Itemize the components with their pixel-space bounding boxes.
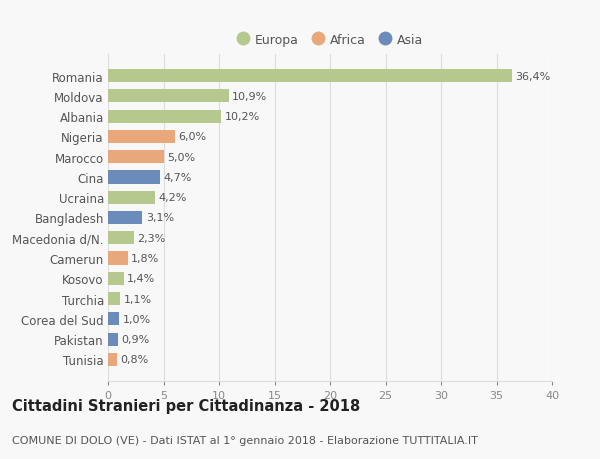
Text: 1,1%: 1,1%: [124, 294, 152, 304]
Bar: [108, 212, 142, 224]
Text: 2,3%: 2,3%: [137, 233, 165, 243]
Bar: [108, 110, 221, 123]
Text: 1,8%: 1,8%: [131, 253, 160, 263]
Bar: [108, 333, 118, 346]
Bar: [108, 171, 160, 184]
Text: 0,8%: 0,8%: [120, 355, 148, 364]
Bar: [108, 252, 128, 265]
Text: 5,0%: 5,0%: [167, 152, 195, 162]
Bar: [108, 90, 229, 103]
Bar: [108, 70, 512, 83]
Text: Cittadini Stranieri per Cittadinanza - 2018: Cittadini Stranieri per Cittadinanza - 2…: [12, 398, 360, 413]
Text: 1,0%: 1,0%: [122, 314, 151, 324]
Text: 6,0%: 6,0%: [178, 132, 206, 142]
Bar: [108, 272, 124, 285]
Text: 10,9%: 10,9%: [232, 92, 268, 102]
Bar: [108, 353, 117, 366]
Bar: [108, 232, 134, 245]
Bar: [108, 151, 163, 164]
Bar: [108, 292, 120, 306]
Bar: [108, 130, 175, 144]
Text: 3,1%: 3,1%: [146, 213, 174, 223]
Text: 0,9%: 0,9%: [121, 334, 149, 344]
Bar: [108, 191, 155, 204]
Text: 36,4%: 36,4%: [515, 72, 551, 81]
Text: COMUNE DI DOLO (VE) - Dati ISTAT al 1° gennaio 2018 - Elaborazione TUTTITALIA.IT: COMUNE DI DOLO (VE) - Dati ISTAT al 1° g…: [12, 435, 478, 445]
Text: 4,7%: 4,7%: [163, 173, 192, 183]
Text: 4,2%: 4,2%: [158, 193, 187, 203]
Text: 1,4%: 1,4%: [127, 274, 155, 284]
Text: 10,2%: 10,2%: [224, 112, 260, 122]
Bar: [108, 313, 119, 326]
Legend: Europa, Africa, Asia: Europa, Africa, Asia: [232, 29, 428, 52]
